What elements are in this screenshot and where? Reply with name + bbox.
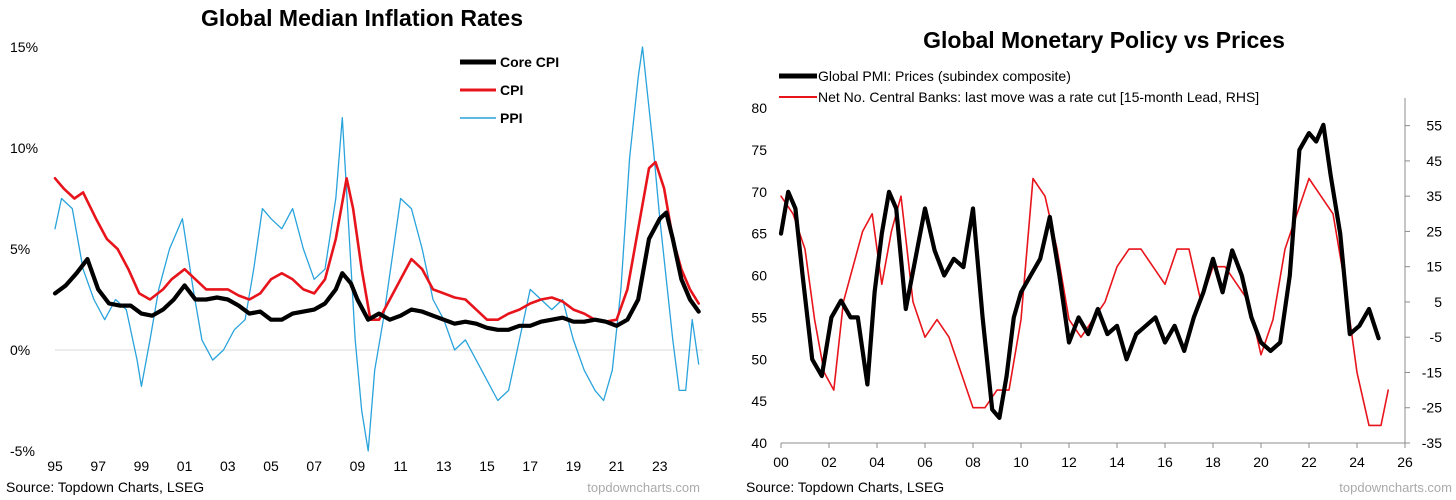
right-legend: Global PMI: Prices (subindex composite) … [779,68,1259,105]
y-tick-label: 60 [751,268,767,284]
y-tick-label: 5% [10,241,30,257]
y-tick-label-right: 55 [1426,118,1442,134]
legend-ppi-label: PPI [500,110,523,126]
x-tick-label: 97 [90,458,106,474]
x-tick-label: 09 [350,458,366,474]
y-tick-label-right: 25 [1426,223,1442,239]
x-tick-label: 26 [1397,454,1413,470]
x-tick-label: 12 [1061,454,1077,470]
left-chart-title: Global Median Inflation Rates [201,5,523,31]
right-watermark: topdowncharts.com [1339,480,1452,495]
y-tick-label-right: 15 [1426,259,1442,275]
left-source-note: Source: Topdown Charts, LSEG [6,479,204,495]
x-tick-label: 08 [965,454,981,470]
x-tick-label: 02 [821,454,837,470]
x-tick-label: 16 [1157,454,1173,470]
y-tick-label-right: 35 [1426,188,1442,204]
legend-pmi-label: Global PMI: Prices (subindex composite) [818,68,1071,84]
x-tick-label: 23 [652,458,668,474]
y-tick-label-right: -35 [1422,435,1442,451]
x-tick-label: 07 [306,458,322,474]
right-chart-title: Global Monetary Policy vs Prices [923,27,1285,53]
left-x-axis: 95 97 99 01 03 05 07 09 11 13 15 17 19 21 23 [47,458,668,474]
y-tick-label: 80 [751,100,767,116]
x-tick-label: 05 [263,458,279,474]
y-tick-label: 75 [751,142,767,158]
y-tick-label-right: 5 [1434,294,1442,310]
left-watermark: topdowncharts.com [587,480,700,495]
y-tick-label: 50 [751,351,767,367]
y-tick-label: 15% [10,39,38,55]
right-series [778,122,1389,427]
y-tick-label: -5% [10,443,35,459]
left-legend: Core CPI CPI PPI [460,54,559,126]
x-tick-label: 06 [917,454,933,470]
right-y-axis-left: 40 45 50 55 60 65 70 75 80 [751,100,767,451]
x-tick-label: 14 [1109,454,1125,470]
x-tick-label: 19 [566,458,582,474]
y-tick-label-right: 45 [1426,153,1442,169]
left-chart: Global Median Inflation Rates -5% 0% 5% 10%… [6,5,703,495]
legend-core-cpi-label: Core CPI [500,54,559,70]
y-tick-label: 0% [10,342,30,358]
y-tick-label-right: -25 [1422,400,1442,416]
left-series [53,46,701,452]
x-tick-label: 22 [1301,454,1317,470]
right-source-note: Source: Topdown Charts, LSEG [746,479,944,495]
y-tick-label-right: -5 [1430,329,1443,345]
legend-central-banks-label: Net No. Central Banks: last move was a r… [818,89,1259,105]
x-tick-label: 15 [479,458,495,474]
series-line-global-pmi-prices-subindex-composite [778,122,1381,420]
x-tick-label: 10 [1013,454,1029,470]
y-tick-label: 10% [10,140,38,156]
x-tick-label: 18 [1205,454,1221,470]
y-tick-label: 70 [751,184,767,200]
series-line-ppi [54,46,700,452]
y-tick-label-right: -15 [1422,364,1442,380]
x-tick-label: 03 [220,458,236,474]
x-tick-label: 13 [436,458,452,474]
left-y-axis: -5% 0% 5% 10% 15% [10,39,38,459]
x-tick-label: 17 [522,458,538,474]
y-tick-label: 45 [751,393,767,409]
x-tick-label: 95 [47,458,63,474]
y-tick-label: 55 [751,309,767,325]
x-tick-label: 24 [1349,454,1365,470]
legend-cpi-label: CPI [500,82,523,98]
series-line-cpi [53,160,700,323]
y-tick-label: 40 [751,435,767,451]
panel-divider [734,0,736,500]
x-tick-label: 11 [393,458,408,474]
x-tick-label: 00 [773,454,789,470]
y-tick-label: 65 [751,226,767,242]
x-tick-label: 01 [177,458,193,474]
right-y-axis-right: -35 -25 -15 -5 5 15 25 35 45 55 [1404,98,1443,451]
right-chart: Global Monetary Policy vs Prices Global … [746,27,1452,495]
x-tick-label: 20 [1253,454,1269,470]
x-tick-label: 99 [134,458,150,474]
series-line-core-cpi [53,210,701,332]
x-tick-label: 21 [609,458,625,474]
right-x-axis: 00 02 04 06 08 10 12 14 16 18 20 22 24 26 [773,442,1413,470]
x-tick-label: 04 [869,454,885,470]
